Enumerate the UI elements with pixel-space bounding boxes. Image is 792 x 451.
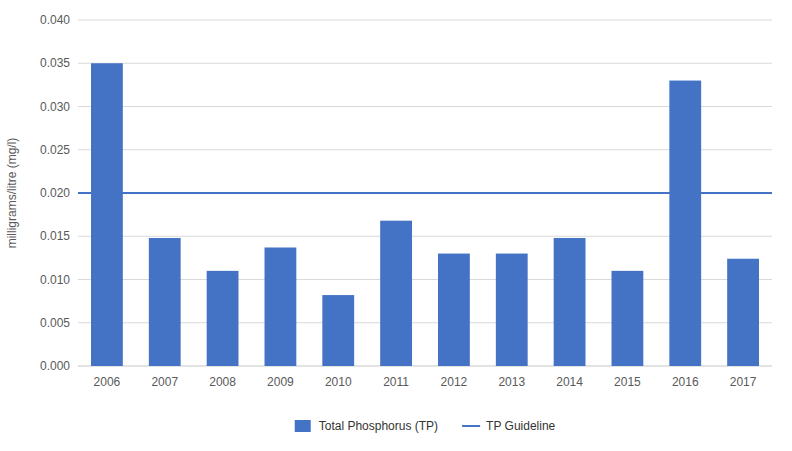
- x-axis-line: [78, 366, 772, 367]
- grid-line: [78, 106, 772, 107]
- legend-label: TP Guideline: [486, 419, 555, 433]
- chart: 0.000 0.005 0.010 0.015 0.020 0.025 0.030 0.035…: [0, 0, 792, 451]
- y-tick-label: 0.015: [40, 229, 70, 243]
- bar: [207, 271, 239, 366]
- legend-label: Total Phosphorus (TP): [319, 419, 438, 433]
- legend-item: Total Phosphorus (TP): [295, 419, 438, 433]
- legend-item: TP Guideline: [462, 419, 555, 433]
- legend-swatch: [295, 420, 311, 432]
- bar: [322, 295, 354, 366]
- x-tick-label: 2017: [730, 375, 757, 389]
- bar: [265, 247, 297, 366]
- y-tick-label: 0.040: [40, 13, 70, 27]
- grid-line: [78, 149, 772, 150]
- x-tick-label: 2010: [325, 375, 352, 389]
- grid-line: [78, 63, 772, 64]
- x-tick-label: 2007: [151, 375, 178, 389]
- x-tick-label: 2014: [556, 375, 583, 389]
- x-tick-label: 2016: [672, 375, 699, 389]
- y-tick-label: 0.005: [40, 316, 70, 330]
- plot-area: [78, 63, 772, 366]
- y-grid: [78, 20, 772, 366]
- bar: [669, 81, 701, 366]
- y-tick-label: 0.010: [40, 273, 70, 287]
- y-tick-label: 0.035: [40, 56, 70, 70]
- grid-line: [78, 193, 772, 194]
- grid-line: [78, 279, 772, 280]
- grid-line: [78, 236, 772, 237]
- grid-line: [78, 322, 772, 323]
- x-tick-label: 2013: [498, 375, 525, 389]
- x-tick-label: 2012: [441, 375, 468, 389]
- x-tick-label: 2015: [614, 375, 641, 389]
- bar: [380, 221, 412, 366]
- y-tick-label: 0.030: [40, 100, 70, 114]
- x-tick-label: 2006: [94, 375, 121, 389]
- bar: [438, 254, 470, 366]
- x-tick-label: 2008: [209, 375, 236, 389]
- guideline: [78, 192, 772, 194]
- grid-line: [78, 366, 772, 367]
- x-tick-label: 2009: [267, 375, 294, 389]
- bar: [612, 271, 644, 366]
- y-axis-label: milligrams/litre (mg/l): [5, 138, 19, 249]
- y-tick-label: 0.020: [40, 186, 70, 200]
- y-tick-label: 0.000: [40, 359, 70, 373]
- bar: [91, 63, 123, 366]
- legend-swatch: [462, 425, 480, 427]
- bar: [149, 238, 181, 366]
- y-tick-label: 0.025: [40, 143, 70, 157]
- grid-line: [78, 20, 772, 21]
- bar: [496, 254, 528, 366]
- bar: [727, 259, 759, 366]
- x-tick-label: 2011: [383, 375, 409, 389]
- legend: Total Phosphorus (TP) TP Guideline: [295, 419, 556, 433]
- bar: [554, 238, 586, 366]
